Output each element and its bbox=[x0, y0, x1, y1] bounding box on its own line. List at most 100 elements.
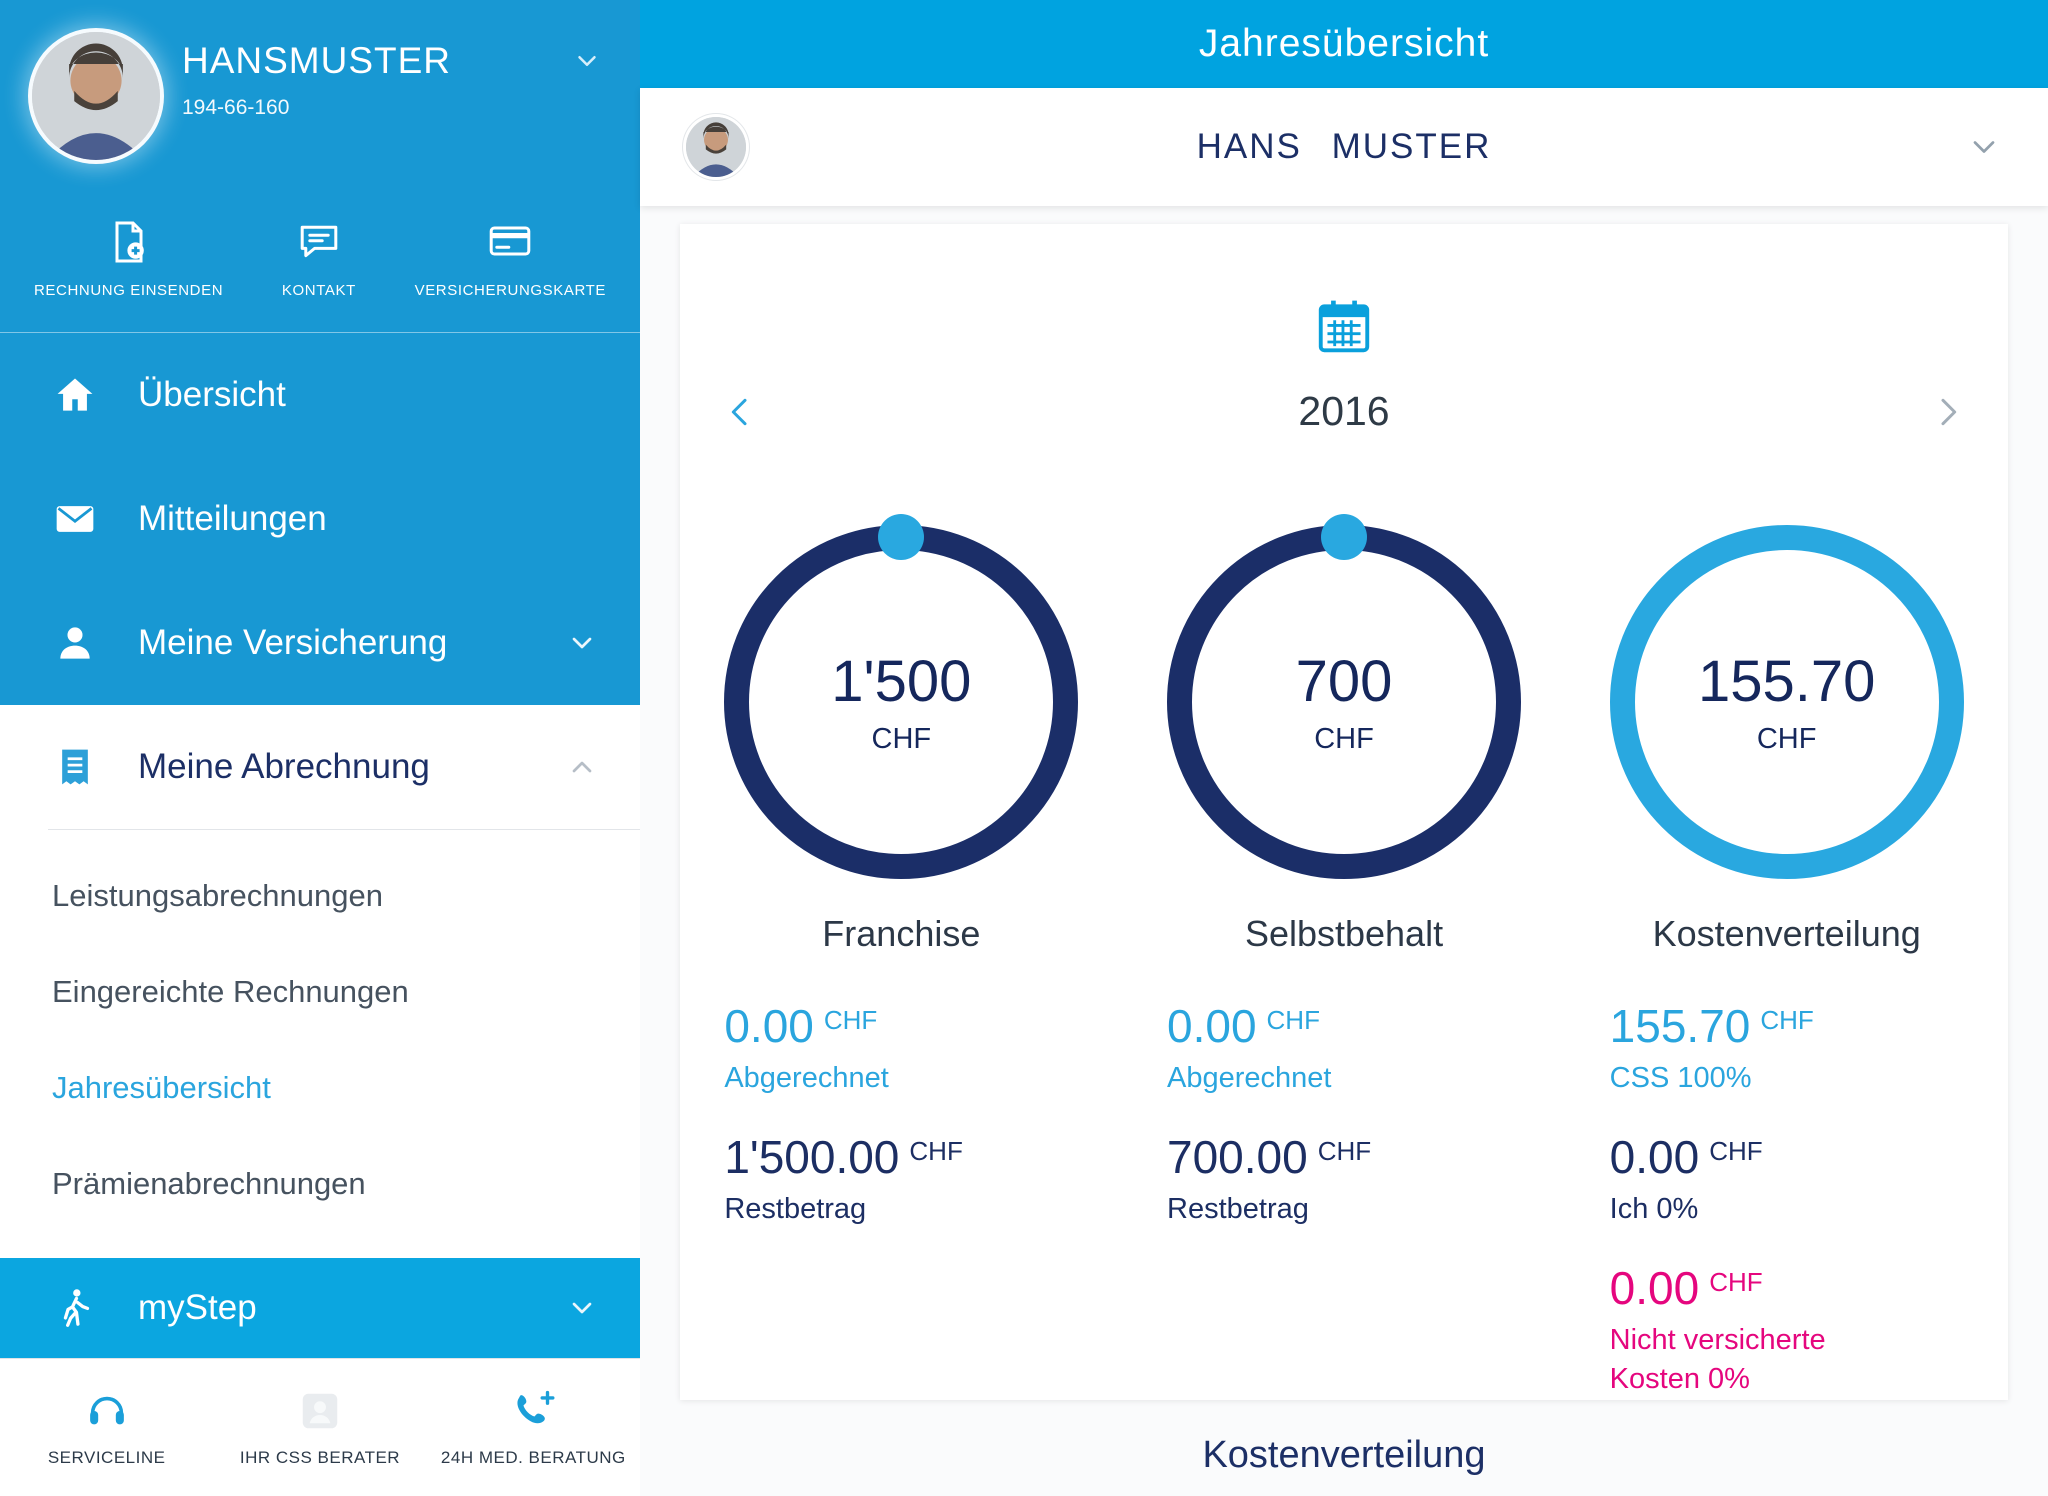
stat-unit: CHF bbox=[1317, 1136, 1372, 1167]
sidebar-item-label: Mitteilungen bbox=[138, 499, 327, 538]
gauge-label: Franchise bbox=[822, 913, 981, 954]
sidebar: HANSMUSTER 194-66-160 R bbox=[0, 0, 640, 1496]
kostenverteilung-ring: 155.70 CHF bbox=[1609, 525, 1964, 879]
chevron-down-icon[interactable] bbox=[1966, 129, 2002, 165]
serviceline-button[interactable]: SERVICELINE bbox=[0, 1359, 213, 1496]
user-bar: HANS MUSTER bbox=[640, 88, 2048, 206]
profile-text: HANSMUSTER 194-66-160 bbox=[182, 0, 640, 120]
chevron-down-icon bbox=[566, 1292, 598, 1324]
calendar-row bbox=[680, 296, 2008, 358]
stat-label: Restbetrag bbox=[724, 1193, 867, 1226]
sub-item-label: Jahresübersicht bbox=[52, 1070, 271, 1105]
sidebar-item-label: Meine Abrechnung bbox=[138, 747, 430, 786]
avatar-photo-icon bbox=[32, 32, 160, 160]
gauge-kostenverteilung: 155.70 CHF Kostenverteilung 155.70 CHF CS… bbox=[1565, 525, 2008, 1432]
selbstbehalt-ring: 700 CHF bbox=[1167, 514, 1521, 879]
sidebar-subitem-leistungsabrechnungen[interactable]: Leistungsabrechnungen bbox=[0, 848, 640, 944]
ring-progress-dot bbox=[878, 514, 925, 560]
med-beratung-button[interactable]: 24H MED. BERATUNG bbox=[427, 1359, 640, 1496]
sub-item-label: Eingereichte Rechnungen bbox=[52, 974, 409, 1009]
sidebar-item-mystep[interactable]: myStep bbox=[0, 1258, 640, 1358]
franchise-ring: 1'500 CHF bbox=[724, 514, 1079, 879]
sidebar-item-meine-abrechnung[interactable]: Meine Abrechnung bbox=[0, 705, 640, 829]
sidebar-item-uebersicht[interactable]: Übersicht bbox=[0, 333, 640, 457]
css-berater-button[interactable]: IHR CSS BERATER bbox=[213, 1359, 426, 1496]
stat-value: 700.00 bbox=[1167, 1131, 1308, 1184]
previous-year-button[interactable] bbox=[720, 392, 760, 432]
profile-header[interactable]: HANSMUSTER 194-66-160 bbox=[0, 0, 640, 218]
kontakt-button[interactable]: KONTAKT bbox=[282, 218, 356, 299]
stat-label: Restbetrag bbox=[1167, 1193, 1309, 1226]
med-beratung-label: 24H MED. BERATUNG bbox=[440, 1447, 626, 1467]
quick-actions: RECHNUNG EINSENDEN KONTAKT bbox=[0, 218, 640, 332]
chevron-down-icon bbox=[572, 46, 602, 76]
stat-restbetrag: 1'500.00 CHF Restbetrag bbox=[724, 1130, 1078, 1229]
insurance-card-icon bbox=[486, 218, 534, 266]
stat-label: Ich 0% bbox=[1609, 1193, 1699, 1226]
chevron-up-icon bbox=[566, 751, 598, 783]
ring-value: 700 bbox=[1295, 649, 1393, 714]
stat-value: 0.00 bbox=[1609, 1262, 1700, 1315]
stat-unit: CHF bbox=[1709, 1136, 1763, 1167]
sidebar-item-meine-versicherung[interactable]: Meine Versicherung bbox=[0, 581, 640, 705]
gauge-label: Selbstbehalt bbox=[1244, 913, 1444, 954]
rechnung-einsenden-label: RECHNUNG EINSENDEN bbox=[34, 282, 224, 299]
kontakt-label: KONTAKT bbox=[281, 282, 356, 299]
walking-person-icon bbox=[48, 1286, 102, 1330]
ring-unit: CHF bbox=[1314, 723, 1374, 755]
berater-photo-icon bbox=[297, 1388, 343, 1434]
stat-value: 0.00 bbox=[1167, 1000, 1257, 1052]
stat-unit: CHF bbox=[1266, 1005, 1320, 1035]
profile-name: HANSMUSTER bbox=[182, 40, 452, 81]
stat-nicht-versichert: 0.00 CHF Nicht versicherte Kosten 0% bbox=[1610, 1261, 1964, 1399]
stat-value: 0.00 bbox=[724, 1000, 814, 1052]
billing-section: Meine Abrechnung Leistungsabrechnungen E… bbox=[0, 705, 640, 1258]
divider bbox=[48, 829, 640, 830]
versicherungskarte-button[interactable]: VERSICHERUNGSKARTE bbox=[415, 218, 606, 299]
year-overview-card: 2016 1'500 CHF Franchise 0.00 C bbox=[680, 224, 2008, 1400]
stat-value: 155.70 bbox=[1609, 1000, 1751, 1052]
rechnung-einsenden-button[interactable]: RECHNUNG EINSENDEN bbox=[34, 218, 223, 299]
sub-item-label: Leistungsabrechnungen bbox=[52, 878, 383, 913]
year-selector: 2016 bbox=[680, 388, 2008, 435]
gauges-row: 1'500 CHF Franchise 0.00 CHF Abgerechnet … bbox=[680, 514, 2008, 1432]
sidebar-subitem-jahresuebersicht[interactable]: Jahresübersicht bbox=[0, 1040, 640, 1136]
ring-value: 155.70 bbox=[1697, 649, 1876, 714]
profile-id: 194-66-160 bbox=[182, 96, 290, 119]
sidebar-item-mitteilungen[interactable]: Mitteilungen bbox=[0, 457, 640, 581]
stat-restbetrag: 700.00 CHF Restbetrag bbox=[1167, 1130, 1521, 1229]
page-title: Jahresübersicht bbox=[1198, 22, 1490, 65]
gauge-franchise: 1'500 CHF Franchise 0.00 CHF Abgerechnet … bbox=[680, 514, 1123, 1432]
next-year-button[interactable] bbox=[1928, 392, 1968, 432]
calendar-icon bbox=[1313, 296, 1375, 358]
phone-plus-icon bbox=[510, 1388, 556, 1434]
billing-subnav: Leistungsabrechnungen Eingereichte Rechn… bbox=[0, 830, 640, 1232]
stat-label: Abgerechnet bbox=[724, 1062, 889, 1094]
receipt-icon bbox=[48, 745, 102, 789]
ring-unit: CHF bbox=[871, 723, 932, 755]
page-header: Jahresübersicht bbox=[640, 0, 2048, 88]
chat-icon bbox=[295, 218, 343, 266]
stat-unit: CHF bbox=[823, 1005, 878, 1035]
chevron-down-icon bbox=[566, 627, 598, 659]
serviceline-label: SERVICELINE bbox=[47, 1447, 166, 1467]
person-icon bbox=[48, 621, 102, 665]
sidebar-item-label: Übersicht bbox=[138, 375, 286, 414]
sidebar-item-label: Meine Versicherung bbox=[138, 623, 448, 662]
gauge-selbstbehalt: 700 CHF Selbstbehalt 0.00 CHF Abgerechnet… bbox=[1123, 514, 1566, 1432]
sidebar-footer: SERVICELINE IHR CSS BERATER bbox=[0, 1358, 640, 1496]
headset-icon bbox=[84, 1388, 130, 1434]
document-plus-icon bbox=[105, 218, 153, 266]
main-content: Jahresübersicht HANS MUSTER bbox=[640, 0, 2048, 1496]
year-value: 2016 bbox=[1298, 388, 1390, 434]
stat-value: 0.00 bbox=[1609, 1131, 1700, 1184]
gauge-stats: 0.00 CHF Abgerechnet 1'500.00 CHF Restbetr… bbox=[724, 999, 1078, 1261]
stat-label: CSS 100% bbox=[1609, 1062, 1752, 1094]
css-berater-label: IHR CSS BERATER bbox=[239, 1447, 401, 1467]
sidebar-subitem-eingereichte-rechnungen[interactable]: Eingereichte Rechnungen bbox=[0, 944, 640, 1040]
sub-item-label: Prämienabrechnungen bbox=[52, 1166, 366, 1201]
sidebar-subitem-praemienabrechnungen[interactable]: Prämienabrechnungen bbox=[0, 1136, 640, 1232]
stat-unit: CHF bbox=[909, 1136, 963, 1167]
divider bbox=[0, 332, 640, 333]
